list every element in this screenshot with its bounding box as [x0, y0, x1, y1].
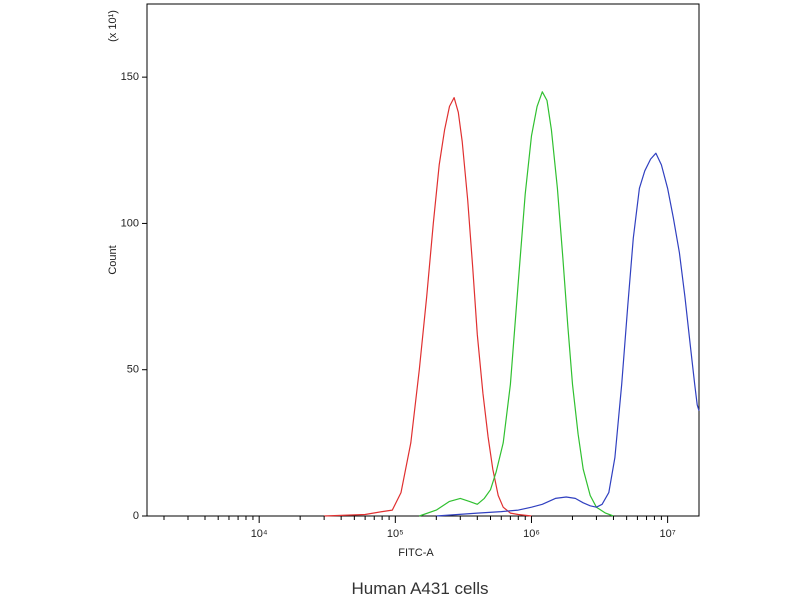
- y-axis-ticks: 0 50 100 150: [121, 71, 147, 522]
- x-axis-ticks: 10⁴ 10⁵ 10⁶ 10⁷: [163, 516, 676, 540]
- y-tick-label: 150: [121, 71, 139, 83]
- histogram-series-2: [419, 91, 614, 517]
- y-multiplier-label: (x 10¹): [107, 10, 119, 42]
- x-tick-label: 10⁴: [251, 528, 268, 540]
- figure-caption: Human A431 cells: [351, 579, 488, 598]
- y-tick-label: 0: [133, 510, 139, 522]
- y-tick-label: 50: [127, 364, 139, 376]
- x-tick-label: 10⁷: [660, 528, 676, 540]
- x-tick-label: 10⁶: [523, 528, 540, 540]
- x-axis-title: FITC-A: [398, 547, 434, 559]
- series-group: [324, 91, 700, 517]
- y-axis-title: Count: [107, 245, 119, 274]
- histogram-series-3: [436, 152, 700, 517]
- y-tick-label: 100: [121, 217, 139, 229]
- plot-frame: [146, 3, 700, 517]
- x-tick-label: 10⁵: [387, 528, 404, 540]
- histogram-series-1: [324, 96, 532, 517]
